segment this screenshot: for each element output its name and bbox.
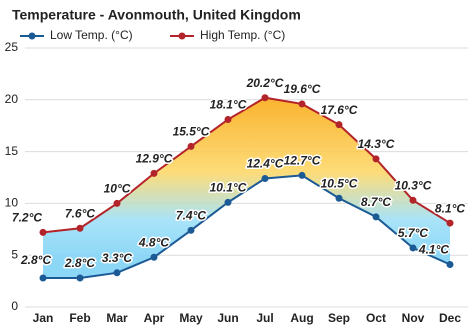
value-label: 2.8°C <box>20 253 51 267</box>
value-label: 14.3°C <box>358 137 395 151</box>
data-point <box>187 226 195 234</box>
data-point <box>261 175 269 183</box>
value-label: 7.6°C <box>65 206 95 220</box>
y-tick-label: 25 <box>5 40 19 54</box>
series-line <box>42 96 451 234</box>
series-line <box>43 174 451 279</box>
x-tick-label: Mar <box>106 311 128 325</box>
value-label: 10.3°C <box>395 178 432 192</box>
data-point <box>446 219 454 227</box>
legend: Low Temp. (°C) High Temp. (°C) <box>20 28 285 42</box>
data-point <box>261 94 269 102</box>
x-tick-label: Sep <box>328 311 350 325</box>
value-label: 12.7°C <box>284 154 321 168</box>
data-point <box>372 155 380 163</box>
value-label: 17.6°C <box>321 103 358 117</box>
x-tick-label: Nov <box>402 311 425 325</box>
value-label: 2.8°C <box>64 256 95 270</box>
value-label: 8.1°C <box>435 201 465 215</box>
value-label: 7.2°C <box>12 211 42 225</box>
data-point <box>113 269 121 277</box>
x-tick-label: Jun <box>217 311 238 325</box>
data-point <box>150 253 158 261</box>
value-label: 10.1°C <box>210 181 247 195</box>
x-tick-label: Dec <box>439 311 461 325</box>
value-label: 10.5°C <box>321 176 358 190</box>
legend-marker <box>178 32 186 40</box>
x-tick-label: Feb <box>69 311 90 325</box>
data-point <box>298 100 306 108</box>
x-tick-label: Oct <box>366 311 386 325</box>
data-point <box>187 142 195 150</box>
value-label: 5.7°C <box>398 226 428 240</box>
value-label: 20.2°C <box>246 76 284 90</box>
x-tick-label: Aug <box>290 311 313 325</box>
value-label: 3.3°C <box>102 251 132 265</box>
y-tick-label: 5 <box>11 247 18 261</box>
y-tick-label: 0 <box>11 299 18 313</box>
value-label: 8.7°C <box>361 195 391 209</box>
legend-label: Low Temp. (°C) <box>50 28 133 42</box>
data-point <box>446 261 454 269</box>
data-point <box>335 194 343 202</box>
value-label: 15.5°C <box>173 125 210 139</box>
x-tick-label: May <box>179 311 203 325</box>
value-label: 12.9°C <box>136 152 173 166</box>
data-point <box>298 171 306 179</box>
data-point <box>76 274 84 282</box>
x-tick-label: Jan <box>33 311 54 325</box>
data-point <box>150 169 158 177</box>
data-point <box>372 213 380 221</box>
data-point <box>224 115 232 123</box>
data-point <box>335 121 343 129</box>
y-tick-label: 15 <box>5 144 19 158</box>
data-point <box>409 196 417 204</box>
range-fill <box>43 97 450 278</box>
value-label: 7.4°C <box>176 209 206 223</box>
data-point <box>113 199 121 207</box>
value-label: 10°C <box>104 182 131 196</box>
x-tick-label: Jul <box>256 311 273 325</box>
legend-label: High Temp. (°C) <box>200 28 285 42</box>
data-point <box>39 274 47 282</box>
value-label: 4.8°C <box>138 235 169 249</box>
data-point <box>76 224 84 232</box>
y-tick-label: 20 <box>5 92 19 106</box>
value-label: 18.1°C <box>210 98 247 112</box>
data-point <box>409 244 417 252</box>
y-tick-label: 10 <box>5 196 19 210</box>
data-point <box>224 198 232 206</box>
x-tick-label: Apr <box>144 311 165 325</box>
value-label: 4.1°C <box>418 243 449 257</box>
value-label: 19.6°C <box>284 82 321 96</box>
data-point <box>39 228 47 236</box>
chart-title: Temperature - Avonmouth, United Kingdom <box>12 7 301 23</box>
legend-marker <box>28 32 36 40</box>
value-label: 12.4°C <box>247 157 284 171</box>
